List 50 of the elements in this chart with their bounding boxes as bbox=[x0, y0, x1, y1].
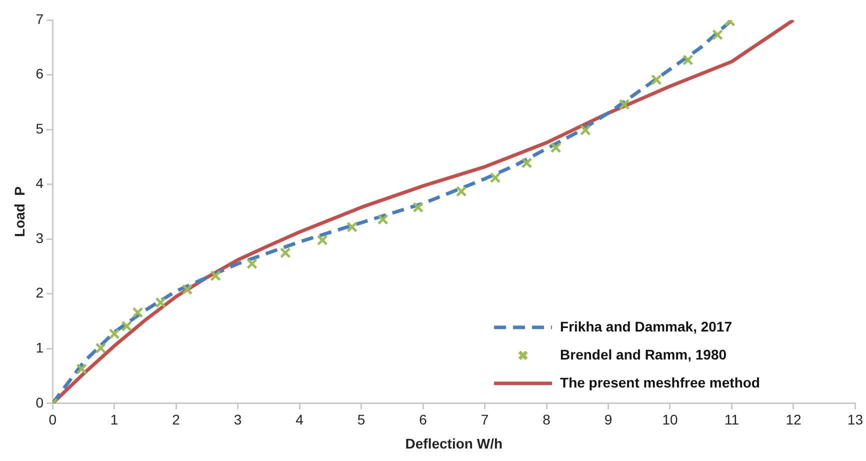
x-tick-label: 5 bbox=[357, 412, 366, 428]
point bbox=[580, 124, 591, 136]
x-tick-label: 11 bbox=[724, 412, 740, 428]
y-tick-label: 6 bbox=[36, 66, 44, 82]
point bbox=[76, 363, 88, 374]
x-tick-label: 9 bbox=[604, 412, 612, 428]
point bbox=[712, 29, 724, 40]
x-tick-label: 1 bbox=[110, 412, 118, 428]
y-tick-label: 5 bbox=[36, 120, 44, 136]
legend-label: The present meshfree method bbox=[560, 374, 760, 390]
point bbox=[155, 297, 166, 308]
point bbox=[108, 328, 120, 340]
x-tick-label: 6 bbox=[419, 412, 428, 428]
point bbox=[650, 74, 662, 86]
point bbox=[456, 186, 467, 197]
x-tick-label: 2 bbox=[172, 412, 180, 428]
point bbox=[550, 142, 562, 154]
y-tick-label: 2 bbox=[36, 284, 44, 301]
point bbox=[412, 202, 424, 213]
x-tick-label: 12 bbox=[786, 412, 802, 428]
point bbox=[316, 234, 328, 246]
point bbox=[95, 342, 106, 354]
point bbox=[682, 54, 694, 66]
y-tick-label: 4 bbox=[36, 175, 44, 192]
point bbox=[490, 172, 501, 184]
x-tick-label: 3 bbox=[234, 412, 242, 428]
point bbox=[182, 284, 193, 295]
legend-label: Frikha and Dammak, 2017 bbox=[560, 318, 732, 334]
point bbox=[210, 270, 222, 282]
point bbox=[521, 157, 532, 168]
y-axis-title: Load P bbox=[11, 186, 28, 237]
point bbox=[618, 98, 630, 110]
y-tick-label: 7 bbox=[36, 10, 44, 27]
legend-label: Brendel and Ramm, 1980 bbox=[560, 346, 727, 362]
x-tick-label: 0 bbox=[48, 412, 57, 428]
point bbox=[280, 247, 291, 258]
x-tick-label: 7 bbox=[480, 412, 489, 428]
x-tick-label: 4 bbox=[296, 412, 304, 428]
point bbox=[246, 258, 258, 270]
y-tick-label: 1 bbox=[36, 339, 44, 356]
x-axis-title: Deflection W/h bbox=[405, 435, 503, 452]
point bbox=[346, 222, 358, 233]
x-tick-label: 8 bbox=[542, 412, 551, 428]
point bbox=[377, 214, 388, 225]
point bbox=[121, 320, 132, 332]
y-tick-label: 0 bbox=[36, 394, 44, 410]
point bbox=[132, 306, 144, 318]
y-tick-label: 3 bbox=[36, 230, 44, 246]
x-tick-label: 10 bbox=[662, 412, 678, 428]
x-tick-label: 13 bbox=[847, 412, 864, 428]
